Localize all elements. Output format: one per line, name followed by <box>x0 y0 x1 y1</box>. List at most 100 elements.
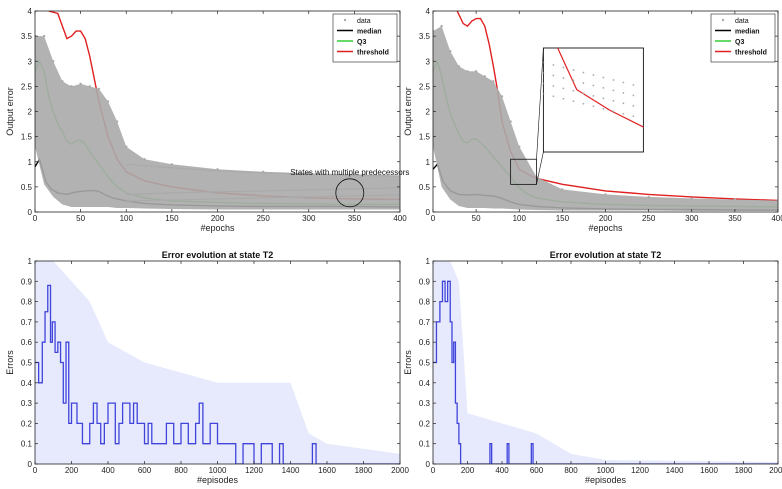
x-tick-label: 1600 <box>700 466 718 475</box>
zoom-data-point <box>622 112 625 115</box>
x-tick-label: 600 <box>138 466 152 475</box>
zoom-data-point <box>632 94 635 97</box>
zoom-data-point <box>582 71 585 74</box>
legend-label: Q3 <box>735 39 744 46</box>
x-axis-label: #epochs <box>200 223 235 233</box>
x-tick-label: 1400 <box>666 466 684 475</box>
y-axis-label: Errors <box>403 350 413 375</box>
zoom-data-point <box>622 81 625 84</box>
chart-title: Error evolution at state T2 <box>550 250 662 260</box>
data-point <box>518 145 521 148</box>
zoom-inset <box>542 47 644 153</box>
y-tick-label: 0.7 <box>21 318 33 327</box>
x-tick-label: 400 <box>393 214 407 223</box>
legend-marker <box>721 18 725 22</box>
zoom-box <box>510 158 537 185</box>
data-point <box>61 80 64 83</box>
legend-label: Q3 <box>357 39 366 46</box>
zoom-data-point <box>592 84 595 87</box>
x-tick-label: 600 <box>530 466 544 475</box>
x-tick-label: 800 <box>564 466 578 475</box>
x-tick-label: 0 <box>431 214 436 223</box>
legend-label: median <box>735 29 760 36</box>
legend-label: threshold <box>735 50 767 57</box>
zoom-data-point <box>632 84 635 86</box>
x-tick-label: 1400 <box>282 466 300 475</box>
y-tick-label: 0 <box>28 460 33 469</box>
x-tick-label: 1200 <box>631 466 649 475</box>
zoom-data-point <box>572 79 575 82</box>
zoom-data-point <box>562 87 565 90</box>
y-tick-label: 0.6 <box>419 338 431 347</box>
y-tick-label: 0.9 <box>419 277 431 286</box>
legend-frame <box>710 13 776 63</box>
legend-marker <box>343 18 347 22</box>
zoom-data-point <box>592 94 595 97</box>
plot-area <box>433 11 778 211</box>
x-axis-label: #epochs <box>588 223 623 233</box>
y-tick-label: 3.5 <box>419 32 431 41</box>
zoom-data-point <box>612 99 615 102</box>
data-point <box>216 168 219 171</box>
data-point <box>561 188 564 191</box>
zoom-connector <box>536 151 544 185</box>
y-tick-label: 1.5 <box>21 133 33 142</box>
y-axis-label: Output error <box>403 87 413 136</box>
series-data-band <box>433 26 778 211</box>
zoom-data-point <box>612 89 615 92</box>
x-tick-label: 2000 <box>769 466 782 475</box>
y-tick-label: 0.7 <box>419 318 431 327</box>
zoom-data-point <box>602 87 605 89</box>
y-tick-label: 3 <box>28 57 33 66</box>
legend: data median Q3 threshold <box>710 13 776 63</box>
x-tick-label: 2000 <box>391 466 409 475</box>
y-tick-label: 0.4 <box>419 379 431 388</box>
series-line-0 <box>35 284 400 464</box>
legend-label: threshold <box>357 50 389 57</box>
x-tick-label: 100 <box>513 214 527 223</box>
x-tick-label: 200 <box>65 466 79 475</box>
data-point <box>474 70 478 73</box>
zoom-data-point <box>582 102 585 105</box>
zoom-data-point <box>552 95 555 98</box>
x-axis-label: #episodes <box>585 475 627 485</box>
y-tick-label: 0.5 <box>21 359 33 368</box>
zoom-data-point <box>602 76 605 79</box>
series-line-1-band <box>35 261 400 464</box>
legend-frame <box>332 13 398 63</box>
x-tick-label: 150 <box>556 214 570 223</box>
chart-panel-br: Error evolution at state T2 0 200 400 600 800… <box>403 250 782 485</box>
zoom-data-point <box>582 92 585 95</box>
zoom-data-point <box>543 61 545 64</box>
annotation-circle <box>335 178 365 208</box>
plot-area <box>35 11 400 210</box>
x-tick-label: 1800 <box>735 466 753 475</box>
y-tick-label: 0.1 <box>21 440 33 449</box>
zoom-data-point <box>602 107 605 110</box>
zoom-data-point <box>582 82 585 84</box>
plot-area <box>433 261 778 464</box>
x-tick-label: 400 <box>101 466 115 475</box>
zoom-data-point <box>602 97 605 100</box>
y-tick-label: 1 <box>28 257 33 266</box>
y-tick-label: 3 <box>426 57 431 66</box>
x-tick-label: 1000 <box>597 466 615 475</box>
x-tick-label: 250 <box>256 214 270 223</box>
legend-label: data <box>357 18 371 25</box>
x-tick-label: 400 <box>771 214 782 223</box>
legend-label: median <box>357 29 382 36</box>
y-tick-label: 0.6 <box>21 338 33 347</box>
data-point <box>690 197 693 200</box>
zoom-data-point <box>543 72 545 74</box>
x-tick-label: 400 <box>495 466 509 475</box>
zoom-data-point <box>632 115 635 118</box>
zoom-data-point <box>622 102 625 105</box>
x-tick-label: 100 <box>120 214 134 223</box>
data-point <box>440 24 443 28</box>
data-point <box>42 34 46 38</box>
y-axis-label: Output error <box>5 87 15 136</box>
series-line-0 <box>433 280 778 464</box>
y-tick-label: 0 <box>426 460 431 469</box>
zoom-data-point <box>572 89 575 92</box>
